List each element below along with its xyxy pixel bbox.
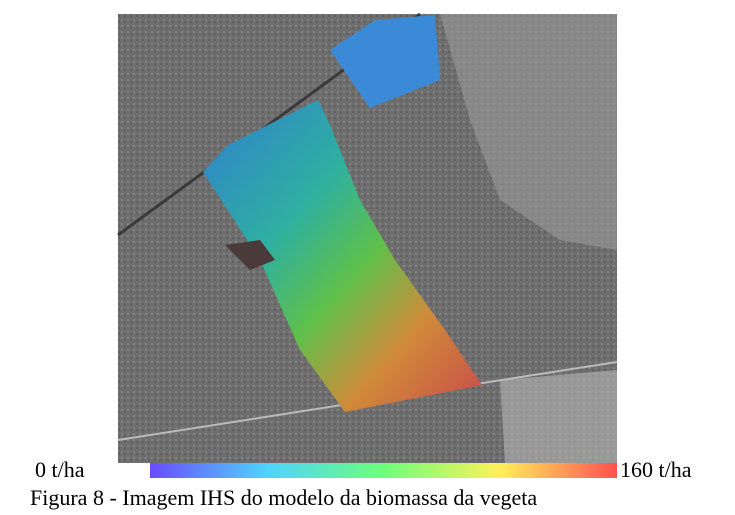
page: 0 t/ha 160 t/ha Figura 8 - Imagem IHS do… (0, 0, 735, 515)
colorbar-max-label: 160 t/ha (620, 459, 692, 481)
colorbar (150, 463, 617, 478)
colorbar-min-label: 0 t/ha (35, 459, 85, 481)
figure-image (0, 0, 735, 515)
figure-caption: Figura 8 - Imagem IHS do modelo da bioma… (30, 487, 537, 509)
terrain (500, 370, 617, 463)
